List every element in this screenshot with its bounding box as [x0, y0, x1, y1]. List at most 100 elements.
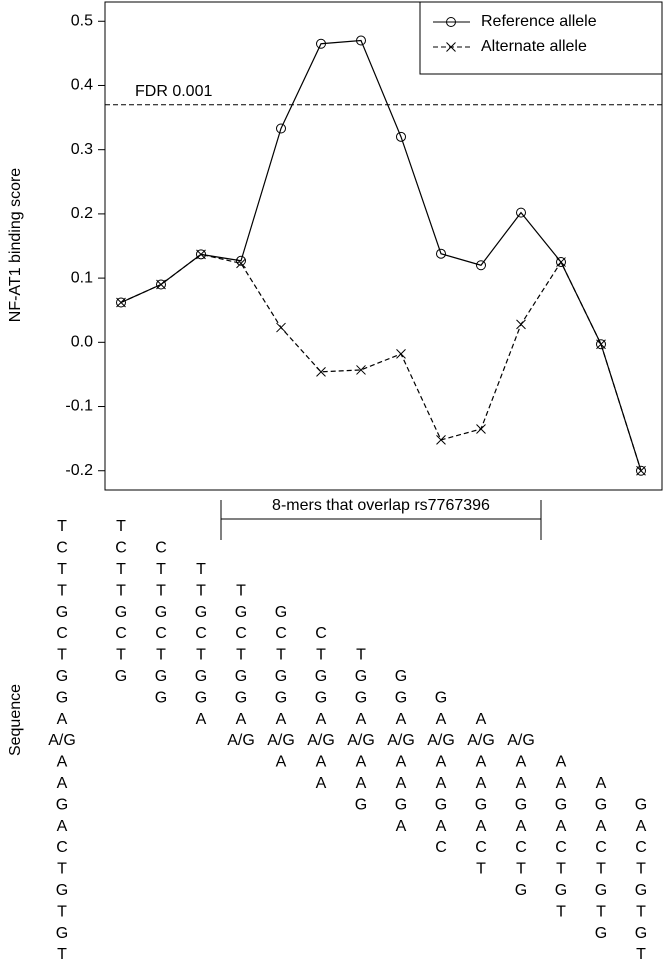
sequence-letter: C	[56, 839, 68, 856]
sequence-letter: G	[56, 925, 68, 942]
plot-frame	[104, 1, 663, 491]
kmer-letter: A	[596, 775, 607, 792]
sequence-letter: G	[56, 796, 68, 813]
kmer-letter: A	[556, 754, 567, 771]
kmer-letter: T	[236, 582, 246, 599]
kmer-letter: G	[315, 668, 327, 685]
kmer-letter: A	[236, 711, 247, 728]
kmer-letter: G	[155, 668, 167, 685]
kmer-letter: C	[635, 839, 647, 856]
point	[556, 257, 566, 267]
kmer-letter: A	[316, 754, 327, 771]
kmer-letter: C	[155, 625, 167, 642]
kmer-letter: A	[436, 775, 447, 792]
kmer-letter: T	[156, 582, 166, 599]
kmer-letter: T	[636, 946, 646, 963]
bracket-label: 8-mers that overlap rs7767396	[272, 497, 490, 514]
legend-label: Reference allele	[481, 13, 597, 30]
kmer-letter: G	[275, 604, 287, 621]
point	[516, 319, 526, 330]
kmer-letter: G	[555, 796, 567, 813]
kmer-letter: A	[436, 754, 447, 771]
kmer-letter: G	[315, 689, 327, 706]
point	[396, 131, 406, 142]
kmer-letter: C	[475, 839, 487, 856]
y-tick-label: -0.1	[65, 398, 93, 415]
kmer-letter: G	[635, 796, 647, 813]
point	[156, 279, 166, 290]
kmer-letter: C	[155, 540, 167, 557]
kmer-letter: A	[396, 818, 407, 835]
point	[436, 248, 446, 259]
sequence-label: Sequence	[7, 684, 24, 756]
kmer-letter: A	[556, 775, 567, 792]
kmer-letter: C	[235, 625, 247, 642]
sequence-letter: G	[56, 604, 68, 621]
point	[636, 465, 646, 476]
kmer-letter: A	[476, 818, 487, 835]
kmer-letter: A/G	[427, 732, 455, 749]
sequence-letter: T	[57, 903, 67, 920]
sequence-letter: A/G	[48, 732, 76, 749]
kmer-letter: T	[276, 647, 286, 664]
point	[596, 339, 606, 350]
kmer-letter: G	[555, 882, 567, 899]
kmer-letter: A	[396, 711, 407, 728]
kmer-letter: A/G	[387, 732, 415, 749]
kmer-letter: A	[396, 775, 407, 792]
kmer-letter: G	[195, 689, 207, 706]
kmer-letter: G	[195, 604, 207, 621]
kmer-letter: A	[516, 818, 527, 835]
kmer-letter: A/G	[267, 732, 295, 749]
kmer-letter: T	[316, 647, 326, 664]
y-tick-label: 0.2	[71, 205, 93, 222]
point	[316, 366, 326, 377]
kmer-letter: A	[356, 775, 367, 792]
kmer-letter: G	[115, 668, 127, 685]
kmer-letter: C	[195, 625, 207, 642]
sequence-letter: A	[57, 711, 68, 728]
sequence-letter: T	[57, 946, 67, 963]
kmer-letter: T	[236, 647, 246, 664]
sequence-letter: T	[57, 861, 67, 878]
y-tick-label: 0.1	[71, 269, 93, 286]
kmer-letter: G	[355, 668, 367, 685]
kmer-letter: G	[355, 689, 367, 706]
kmer-letter: C	[555, 839, 567, 856]
sequence-letter: T	[57, 647, 67, 664]
kmer-letter: C	[315, 625, 327, 642]
y-tick-label: -0.2	[65, 462, 93, 479]
point	[116, 297, 126, 308]
sequence-letter: T	[57, 518, 67, 535]
point	[356, 365, 366, 375]
y-axis-label: NF-AT1 binding score	[7, 168, 24, 323]
kmer-letter: G	[595, 796, 607, 813]
kmer-letter: T	[356, 647, 366, 664]
point	[396, 349, 406, 359]
kmer-letter: C	[115, 625, 127, 642]
kmer-letter: A	[516, 754, 527, 771]
sequence-letter: C	[56, 540, 68, 557]
kmer-letter: A	[476, 754, 487, 771]
kmer-letter: A	[276, 754, 287, 771]
y-tick-label: 0.4	[71, 77, 93, 94]
kmer-letter: G	[235, 604, 247, 621]
kmer-letter: T	[116, 518, 126, 535]
kmer-letter: T	[156, 647, 166, 664]
point	[156, 279, 166, 290]
legend-marker	[446, 42, 456, 52]
kmer-letter: C	[435, 839, 447, 856]
point	[196, 249, 206, 260]
point	[436, 435, 446, 445]
kmer-letter: T	[196, 561, 206, 578]
kmer-letter: G	[275, 689, 287, 706]
kmer-letter: T	[596, 861, 606, 878]
kmer-letter: G	[235, 668, 247, 685]
point	[276, 322, 286, 333]
kmer-letter: A	[436, 818, 447, 835]
point	[476, 424, 486, 434]
kmer-letter: A/G	[467, 732, 495, 749]
kmer-letter: A	[196, 711, 207, 728]
kmer-letter: A	[356, 711, 367, 728]
